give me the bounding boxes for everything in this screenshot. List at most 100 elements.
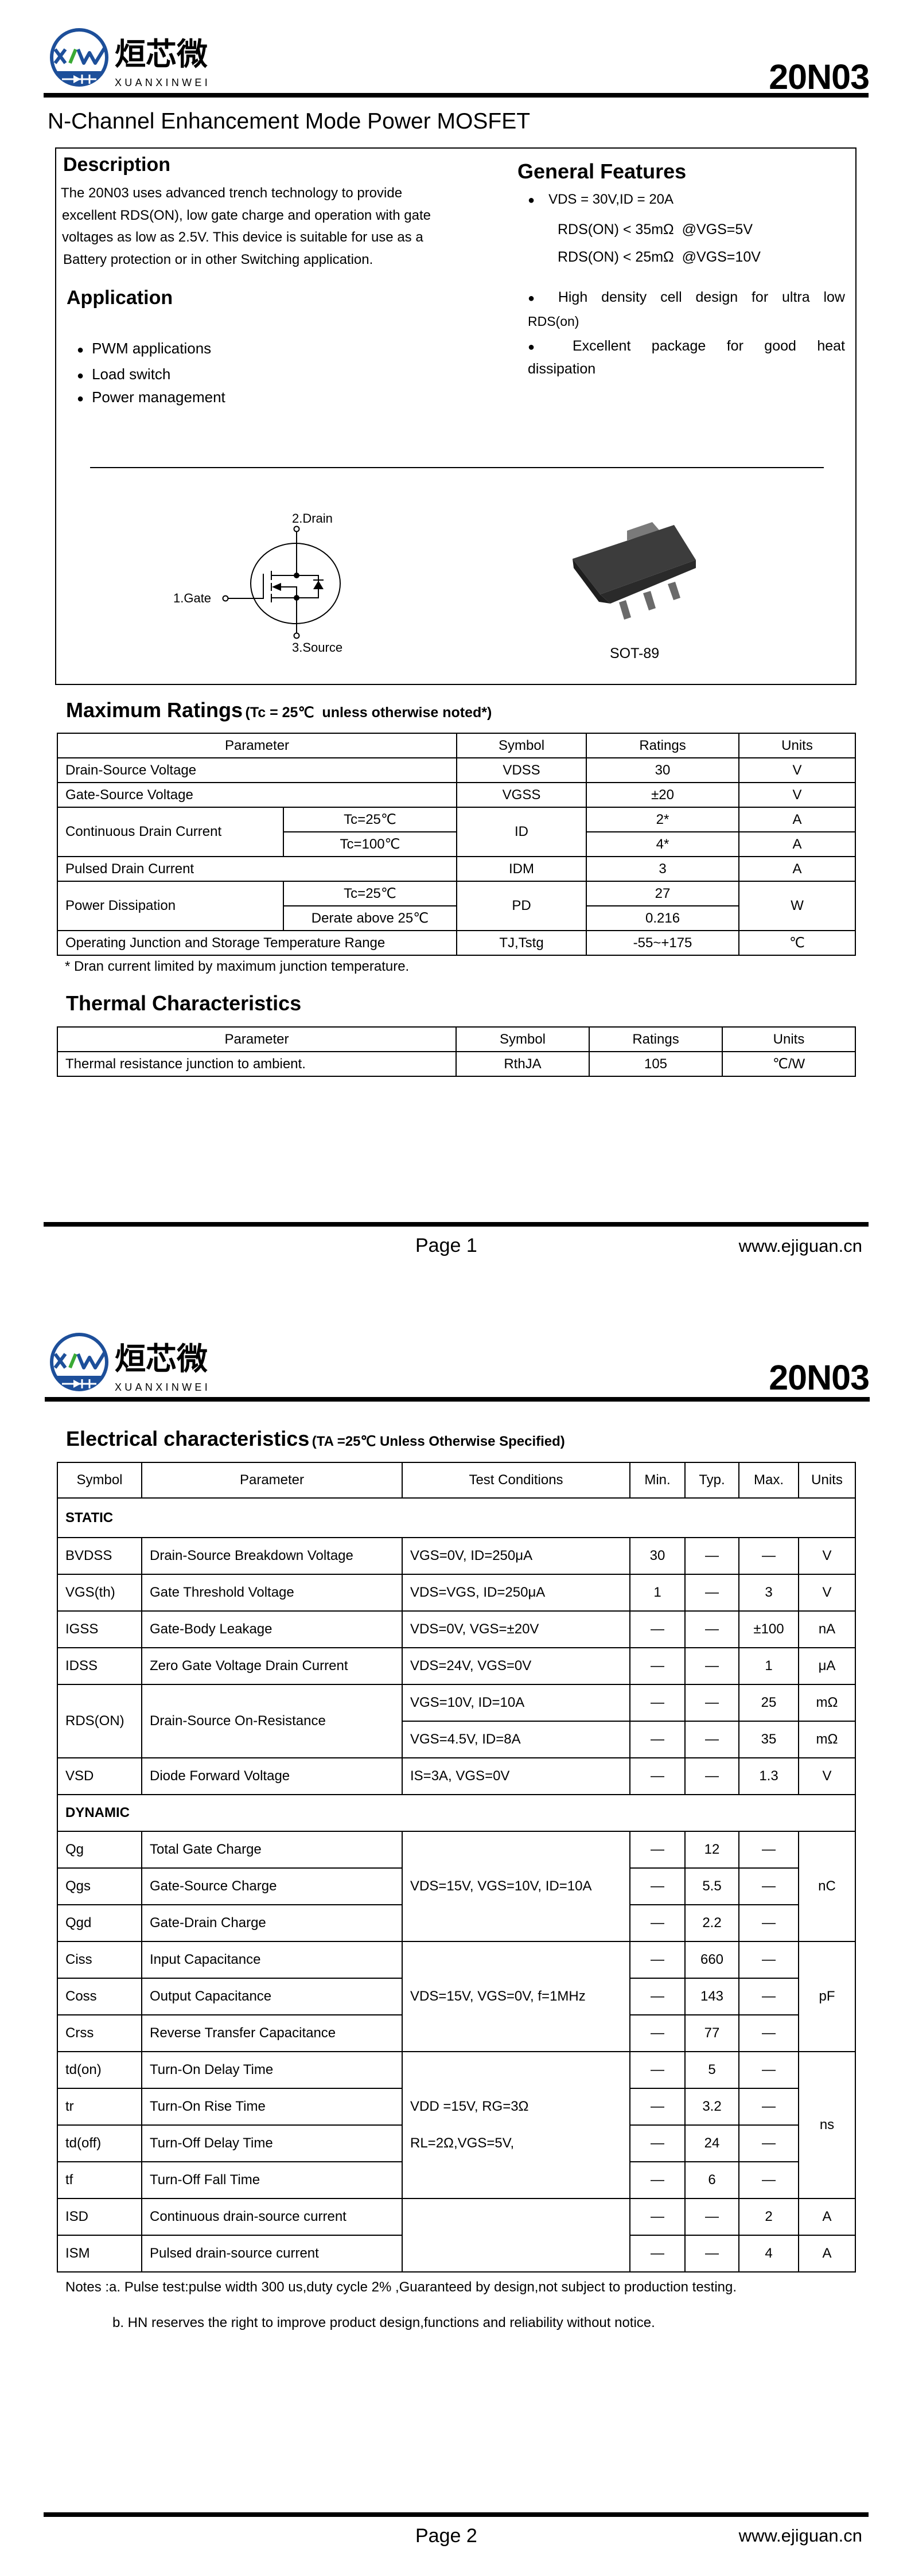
min-cell: 30: [629, 1537, 686, 1575]
symbol-cell: tr: [57, 2088, 142, 2126]
conditions-cell: VDS=0V, VGS=±20V: [402, 1610, 630, 1648]
symbol-cell: IDSS: [57, 1647, 142, 1685]
table-row: VSD Diode Forward Voltage IS=3A, VGS=0V — —1…: [57, 1757, 856, 1795]
symbol-cell: tf: [57, 2161, 142, 2199]
header-divider: [45, 1397, 870, 1402]
symbol-cell: ISD: [57, 2198, 142, 2236]
conditions-cell: VDS=VGS, ID=250μA: [402, 1574, 630, 1612]
parameter-cell: Power Dissipation: [57, 881, 284, 931]
conditions-cell: VGS=10V, ID=10A: [402, 1684, 630, 1722]
units-cell: ns: [798, 2051, 856, 2199]
units-cell: V: [798, 1574, 856, 1612]
min-cell: —: [629, 1978, 686, 2015]
typ-cell: 143: [684, 1978, 739, 2015]
overview-divider: [90, 467, 824, 468]
header-max: Max.: [738, 1462, 799, 1499]
typ-cell: —: [684, 1721, 739, 1758]
min-cell: —: [629, 1610, 686, 1648]
max-cell: 35: [738, 1721, 799, 1758]
parameter-cell: Operating Junction and Storage Temperatu…: [56, 930, 458, 956]
parameter-cell: Turn-Off Delay Time: [141, 2124, 403, 2162]
description-heading: Description: [63, 154, 171, 176]
max-cell: 25: [738, 1684, 799, 1722]
symbol-cell: RDS(ON): [57, 1684, 142, 1758]
bullet-icon: ●: [528, 292, 544, 305]
symbol-cell: VSD: [57, 1757, 142, 1795]
pin-drain-label: 2.Drain: [292, 511, 333, 526]
min-cell: —: [629, 2051, 686, 2089]
typ-cell: —: [684, 1574, 739, 1612]
max-ratings-footnote: * Dran current limited by maximum juncti…: [65, 959, 410, 974]
table-row: td(on) Turn-On Delay Time VDD =15V, RG=3Ω R…: [57, 2051, 856, 2199]
symbol-cell: VGS(th): [57, 1574, 142, 1612]
feature-rds-5v: RDS(ON) < 35mΩ @VGS=5V: [558, 221, 753, 238]
max-cell: —: [738, 1904, 799, 1942]
typ-cell: 5: [684, 2051, 739, 2089]
symbol-cell: VGSS: [456, 782, 587, 808]
typ-cell: 24: [684, 2124, 739, 2162]
conditions-cell: IS=3A, VGS=0V: [402, 1757, 630, 1795]
max-cell: —: [738, 1831, 799, 1869]
typ-cell: —: [684, 1647, 739, 1685]
table-row: Operating Junction and Storage Temperatu…: [56, 930, 857, 956]
parameter-cell: Output Capacitance: [141, 1978, 403, 2015]
header-units: Units: [722, 1026, 856, 1052]
section-label: STATIC: [57, 1497, 856, 1538]
header-symbol: Symbol: [57, 1462, 142, 1499]
website-link[interactable]: www.ejiguan.cn: [738, 2526, 862, 2546]
typ-cell: —: [684, 2235, 739, 2273]
min-cell: 1: [629, 1574, 686, 1612]
header-ratings: Ratings: [586, 733, 740, 758]
section-row: STATIC: [57, 1497, 856, 1538]
parameter-cell: Gate-Drain Charge: [141, 1904, 403, 1942]
header-symbol: Symbol: [456, 1026, 590, 1052]
conditions-cell: VDD =15V, RG=3Ω RL=2Ω,VGS=5V,: [402, 2051, 630, 2199]
max-cell: 1.3: [738, 1757, 799, 1795]
unit-cell: A: [738, 807, 857, 832]
conditions-cell: VDS=24V, VGS=0V: [402, 1647, 630, 1685]
symbol-cell: Ciss: [57, 1941, 142, 1979]
table-row: Power Dissipation Tc=25℃ PD 27 W: [57, 881, 857, 931]
conditions-cell: VGS=4.5V, ID=8A: [402, 1721, 630, 1758]
feature-rds-10v: RDS(ON) < 25mΩ @VGS=10V: [558, 249, 761, 265]
table-row: Continuous Drain Current Tc=25℃ ID 2* A: [57, 807, 857, 857]
brand-name-en: XUANXINWEI: [115, 1382, 211, 1393]
table-row: Coss Output Capacitance —143—: [57, 1978, 855, 2015]
brand-name-cn: 烜芯微: [115, 36, 208, 72]
symbol-cell: Crss: [57, 2014, 142, 2052]
brand-name-cn: 烜芯微: [115, 1341, 208, 1377]
table-row: Qgd Gate-Drain Charge —2.2—: [57, 1904, 855, 1942]
max-cell: —: [738, 2014, 799, 2052]
max-cell: 2: [738, 2198, 799, 2236]
table-row: Pulsed Drain Current IDM 3 A: [56, 856, 857, 882]
units-cell: mΩ: [798, 1721, 856, 1758]
unit-cell: ℃: [738, 930, 857, 956]
unit-cell: A: [738, 831, 857, 857]
application-item: ● Load switch: [77, 365, 171, 383]
max-cell: —: [738, 1867, 799, 1905]
features-heading: General Features: [517, 159, 687, 183]
min-cell: —: [629, 1757, 686, 1795]
typ-cell: —: [684, 1610, 739, 1648]
condition-cell: Tc=25℃: [282, 881, 458, 906]
header-parameter: Parameter: [57, 1026, 457, 1052]
max-cell: —: [738, 1978, 799, 2015]
parameter-cell: Turn-On Rise Time: [141, 2088, 403, 2126]
table-row: VGS=4.5V, ID=8A — —35 mΩ: [57, 1721, 856, 1758]
table-header-row: Parameter Symbol Ratings Units: [56, 733, 857, 758]
overview-box: [55, 147, 857, 685]
min-cell: —: [629, 1721, 686, 1758]
units-cell: A: [798, 2198, 856, 2236]
rating-cell: 0.216: [586, 905, 740, 931]
thermal-heading: Thermal Characteristics: [66, 991, 302, 1015]
symbol-cell: RthJA: [456, 1051, 590, 1077]
table-row: tr Turn-On Rise Time —3.2—: [57, 2088, 855, 2126]
rating-cell: 2*: [586, 807, 740, 832]
max-ratings-heading: Maximum Ratings (Tc = 25℃ unless otherwi…: [66, 698, 492, 722]
units-cell: μA: [798, 1647, 856, 1685]
application-item: ● PWM applications: [77, 340, 212, 357]
unit-cell: W: [738, 881, 857, 931]
website-link[interactable]: www.ejiguan.cn: [738, 1236, 862, 1256]
feature-vds: ● VDS = 30V,ID = 20A: [528, 192, 674, 207]
condition-cell: Tc=100℃: [282, 831, 458, 857]
